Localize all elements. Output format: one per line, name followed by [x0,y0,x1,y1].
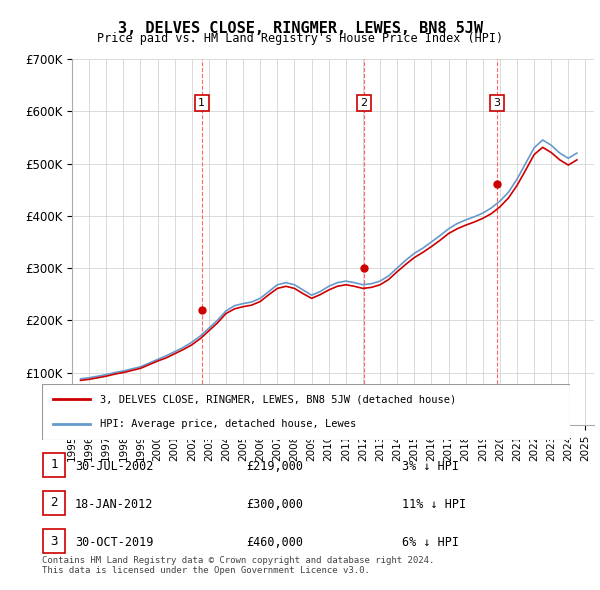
Text: 3% ↓ HPI: 3% ↓ HPI [402,460,459,473]
Text: 30-OCT-2019: 30-OCT-2019 [75,536,154,549]
Text: 1: 1 [50,458,58,471]
Text: 3, DELVES CLOSE, RINGMER, LEWES, BN8 5JW: 3, DELVES CLOSE, RINGMER, LEWES, BN8 5JW [118,21,482,35]
Text: Contains HM Land Registry data © Crown copyright and database right 2024.
This d: Contains HM Land Registry data © Crown c… [42,556,434,575]
Text: 11% ↓ HPI: 11% ↓ HPI [402,498,466,511]
Text: 3: 3 [50,535,58,548]
FancyBboxPatch shape [43,453,65,477]
Text: 6% ↓ HPI: 6% ↓ HPI [402,536,459,549]
FancyBboxPatch shape [42,384,570,440]
Text: 1: 1 [198,98,205,108]
Text: £460,000: £460,000 [246,536,303,549]
Text: 2: 2 [50,496,58,510]
Text: £300,000: £300,000 [246,498,303,511]
Text: HPI: Average price, detached house, Lewes: HPI: Average price, detached house, Lewe… [100,419,356,429]
Text: £219,000: £219,000 [246,460,303,473]
Text: 30-JUL-2002: 30-JUL-2002 [75,460,154,473]
FancyBboxPatch shape [43,529,65,553]
FancyBboxPatch shape [43,491,65,515]
Text: Price paid vs. HM Land Registry's House Price Index (HPI): Price paid vs. HM Land Registry's House … [97,32,503,45]
Text: 3, DELVES CLOSE, RINGMER, LEWES, BN8 5JW (detached house): 3, DELVES CLOSE, RINGMER, LEWES, BN8 5JW… [100,394,457,404]
Text: 2: 2 [360,98,367,108]
Text: 3: 3 [493,98,500,108]
Text: 18-JAN-2012: 18-JAN-2012 [75,498,154,511]
